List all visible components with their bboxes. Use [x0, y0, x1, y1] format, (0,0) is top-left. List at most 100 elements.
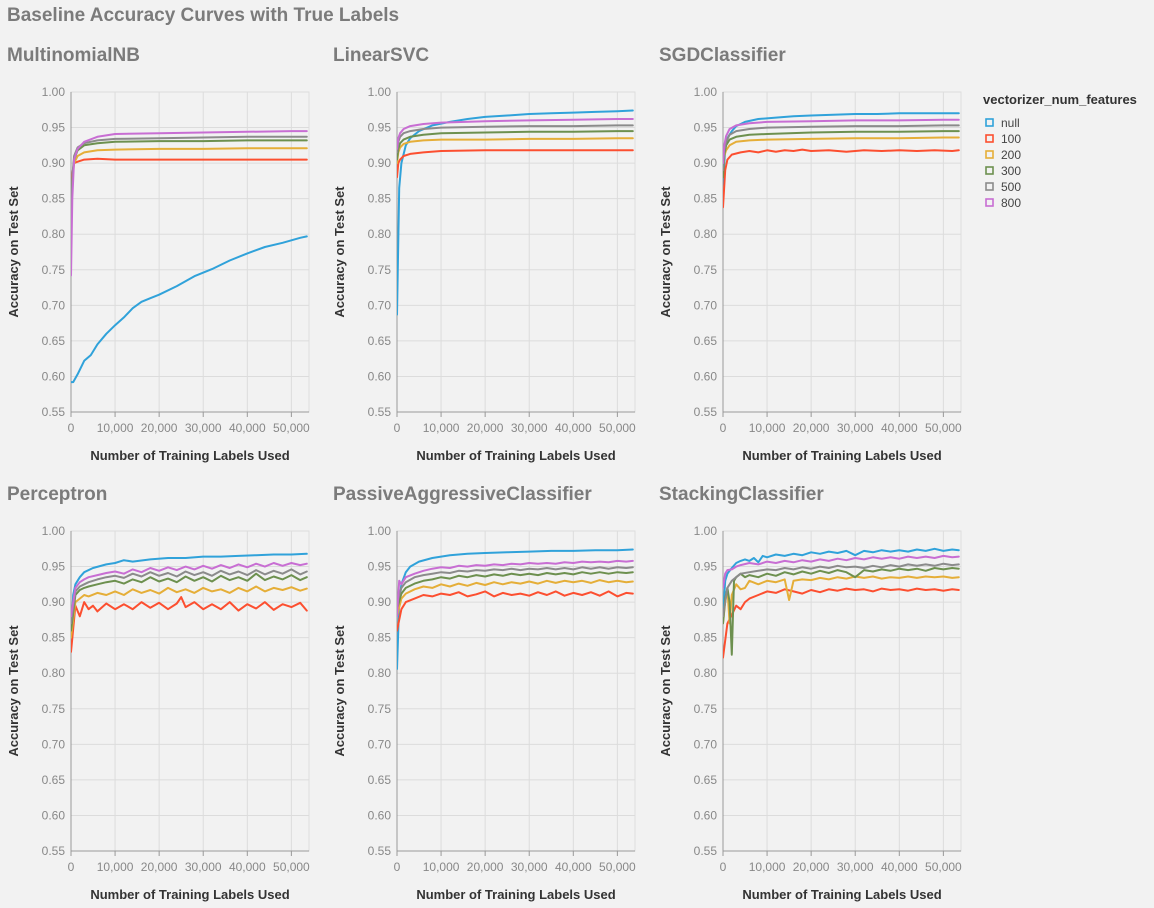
- x-tick-label: 30,000: [837, 860, 874, 874]
- panel-stackingclassifier: StackingClassifier 0.55 0.60 0.65 0.70 0.75 0.…: [658, 484, 962, 902]
- series-line-800: [723, 554, 960, 589]
- y-tick-label: 0.95: [694, 121, 718, 135]
- x-axis-title: Number of Training Labels Used: [742, 448, 941, 463]
- x-tick-label: 50,000: [273, 860, 310, 874]
- legend-label: 300: [1001, 164, 1021, 178]
- series-line-null: [71, 235, 308, 384]
- x-axis-title: Number of Training Labels Used: [742, 887, 941, 902]
- series-line-300: [397, 571, 634, 611]
- x-tick-label: 0: [68, 860, 75, 874]
- y-tick-label: 1.00: [368, 85, 392, 99]
- series-line-800: [723, 118, 960, 165]
- y-tick-label: 0.85: [368, 631, 392, 645]
- series-group: [723, 112, 960, 209]
- y-tick-label: 0.70: [42, 298, 66, 312]
- x-tick-label: 10,000: [97, 421, 134, 435]
- series-line-800: [397, 118, 634, 150]
- panel-title: Perceptron: [7, 484, 107, 505]
- y-tick-label: 0.60: [42, 369, 66, 383]
- panels: MultinomialNB 0.55 0.60 0.65 0.70 0.75 0.80 0.8…: [6, 45, 962, 902]
- y-tick-label: 0.90: [694, 156, 718, 170]
- y-tick-label: 0.65: [694, 773, 718, 787]
- series-group: [397, 109, 634, 316]
- y-tick-label: 0.95: [42, 560, 66, 574]
- x-tick-label: 40,000: [555, 860, 592, 874]
- y-tick-label: 0.75: [42, 702, 66, 716]
- y-tick-label: 0.85: [368, 192, 392, 206]
- legend-swatch-300: [985, 166, 994, 175]
- x-gridlines: [70, 531, 292, 851]
- figure-title: Baseline Accuracy Curves with True Label…: [7, 5, 399, 26]
- y-tick-label: 0.95: [694, 560, 718, 574]
- y-tick-label: 0.75: [42, 263, 66, 277]
- series-line-200: [397, 579, 634, 618]
- plot-area: [396, 530, 636, 852]
- series-line-800: [397, 559, 634, 618]
- legend-swatch-null: [985, 118, 994, 127]
- y-tick-label: 0.80: [694, 666, 718, 680]
- y-tick-label: 0.65: [368, 334, 392, 348]
- panel-title: StackingClassifier: [659, 484, 824, 505]
- x-tick-label: 50,000: [925, 421, 962, 435]
- series-line-500: [71, 568, 308, 625]
- legend-swatch-200: [985, 150, 994, 159]
- x-axis-title: Number of Training Labels Used: [416, 448, 615, 463]
- series-line-100: [71, 596, 308, 653]
- x-tick-label: 50,000: [599, 421, 636, 435]
- x-tick-label: 40,000: [229, 860, 266, 874]
- x-tick-label: 30,000: [511, 421, 548, 435]
- legend-label: 100: [1001, 132, 1021, 146]
- x-tick-label: 0: [394, 860, 401, 874]
- y-tick-label: 0.85: [694, 631, 718, 645]
- y-axis-title: Accuracy on Test Set: [332, 625, 347, 757]
- y-tick-label: 0.60: [368, 808, 392, 822]
- y-tick-label: 0.70: [368, 298, 392, 312]
- y-tick-label: 0.80: [42, 227, 66, 241]
- x-tick-label: 50,000: [273, 421, 310, 435]
- y-tick-label: 0.85: [694, 192, 718, 206]
- series-line-null: [723, 547, 960, 618]
- series-line-200: [397, 137, 634, 165]
- series-line-null: [397, 548, 634, 670]
- y-tick-label: 0.85: [42, 192, 66, 206]
- series-line-100: [397, 149, 634, 179]
- x-tick-label: 30,000: [185, 860, 222, 874]
- x-tick-label: 40,000: [229, 421, 266, 435]
- legend-label: null: [1001, 116, 1020, 130]
- series-line-null: [397, 109, 634, 316]
- panel-title: SGDClassifier: [659, 45, 786, 66]
- plot-area: [70, 530, 310, 852]
- x-tick-label: 20,000: [141, 421, 178, 435]
- panel-passiveaggressiveclassifier: PassiveAggressiveClassifier 0.55 0.60 0.65 0…: [332, 484, 636, 902]
- y-tick-label: 0.55: [368, 405, 392, 419]
- series-line-500: [397, 124, 634, 154]
- legend-label: 500: [1001, 180, 1021, 194]
- x-tick-label: 40,000: [881, 860, 918, 874]
- panel-title: LinearSVC: [333, 45, 429, 66]
- series-line-800: [71, 130, 308, 277]
- y-tick-label: 0.90: [368, 156, 392, 170]
- x-tick-label: 0: [394, 421, 401, 435]
- series-line-200: [71, 585, 308, 639]
- series-line-null: [71, 552, 308, 639]
- x-tick-label: 10,000: [423, 860, 460, 874]
- panel-sgdclassifier: SGDClassifier 0.55 0.60 0.65 0.70 0.75 0.80 0.8…: [658, 45, 962, 463]
- series-line-100: [723, 148, 960, 209]
- y-axis-title: Accuracy on Test Set: [6, 186, 21, 318]
- y-axis-title: Accuracy on Test Set: [332, 186, 347, 318]
- x-tick-label: 0: [720, 860, 727, 874]
- y-tick-label: 0.95: [42, 121, 66, 135]
- x-tick-label: 10,000: [749, 860, 786, 874]
- x-tick-label: 30,000: [185, 421, 222, 435]
- x-tick-label: 20,000: [467, 860, 504, 874]
- series-line-500: [723, 124, 960, 172]
- x-axis-title: Number of Training Labels Used: [90, 887, 289, 902]
- y-tick-label: 0.90: [42, 595, 66, 609]
- series-group: [71, 552, 308, 653]
- y-tick-label: 0.75: [694, 702, 718, 716]
- y-tick-label: 0.70: [42, 737, 66, 751]
- series-line-500: [723, 562, 960, 618]
- series-line-300: [397, 130, 634, 161]
- y-tick-label: 0.80: [368, 227, 392, 241]
